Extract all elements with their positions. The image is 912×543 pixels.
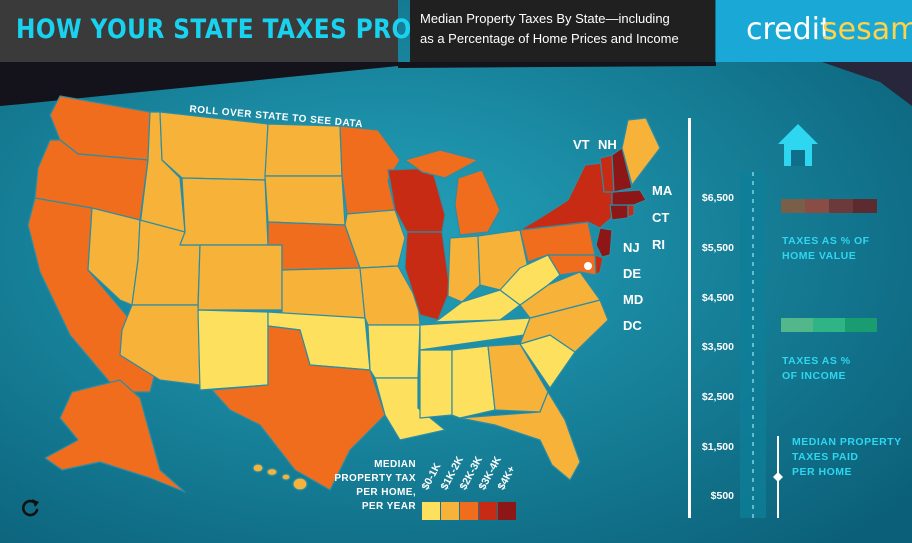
state-CO[interactable] — [197, 244, 283, 311]
state-KS[interactable] — [281, 267, 366, 319]
incbar-segment — [845, 318, 878, 332]
state-SD[interactable] — [264, 175, 346, 226]
home-value-label: TAXES AS % OF HOME VALUE — [782, 234, 870, 264]
incbar-segment — [813, 318, 846, 332]
tick-3500: $3,500 — [701, 341, 734, 353]
label-ma: MA — [652, 183, 673, 198]
median-label-line-1: MEDIAN PROPERTY — [792, 436, 902, 448]
state-NH[interactable] — [611, 147, 633, 193]
hvbar-segment — [781, 199, 806, 213]
state-NJ[interactable] — [595, 227, 613, 258]
legend-title: MEDIAN PROPERTY TAX PER HOME, PER YEAR — [334, 458, 416, 514]
tick-5500: $5,500 — [701, 242, 734, 254]
state-IN[interactable] — [447, 235, 481, 303]
legend-title-line-1: MEDIAN — [374, 459, 416, 470]
incbar-segment — [781, 318, 814, 332]
state-AZ[interactable] — [119, 304, 201, 386]
label-dc: DC — [623, 318, 642, 333]
state-MI[interactable] — [454, 169, 501, 236]
state-DE[interactable] — [594, 254, 604, 276]
state-MN[interactable] — [339, 125, 401, 215]
hvbar-segment — [805, 199, 830, 213]
label-ct: CT — [652, 210, 670, 225]
legend-title-line-2: PROPERTY TAX — [334, 473, 416, 484]
state-AR[interactable] — [367, 324, 421, 379]
legend-title-line-3: PER HOME, — [356, 487, 416, 498]
header-subtitle-panel — [410, 0, 715, 62]
state-TX[interactable] — [211, 325, 386, 491]
legend-title-line-4: PER YEAR — [361, 501, 416, 512]
state-ME[interactable] — [621, 117, 661, 186]
header-title-panel — [0, 0, 398, 62]
house-icon — [778, 124, 818, 166]
state-HI[interactable] — [252, 463, 308, 491]
label-md: MD — [623, 292, 644, 307]
state-AK[interactable] — [44, 379, 186, 493]
income-label: TAXES AS % OF INCOME — [782, 354, 851, 384]
state-NM[interactable] — [197, 309, 269, 391]
tick-6500: $6,500 — [701, 192, 734, 204]
home-value-bar — [781, 199, 878, 213]
home-value-label-line-1: TAXES AS % OF — [782, 235, 870, 247]
state-CT[interactable] — [609, 204, 629, 221]
brand-logo-sesame: sesame — [822, 12, 912, 47]
legend-swatch-1 — [422, 502, 440, 520]
state-LA[interactable] — [374, 377, 446, 441]
label-ri: RI — [652, 237, 665, 252]
legend-swatch-4 — [479, 502, 497, 520]
state-MD[interactable] — [547, 254, 597, 276]
legend-swatch-3 — [460, 502, 478, 520]
income-bar — [781, 318, 878, 332]
label-de: DE — [623, 266, 642, 281]
hvbar-segment — [853, 199, 878, 213]
median-label-line-3: PER HOME — [792, 466, 853, 478]
hvbar-segment — [829, 199, 854, 213]
median-label: MEDIAN PROPERTY TAXES PAID PER HOME — [792, 435, 902, 480]
legend-swatch-2 — [441, 502, 459, 520]
state-MA[interactable] — [611, 189, 647, 206]
state-MT[interactable] — [159, 111, 269, 181]
tick-1500: $1,500 — [701, 441, 734, 453]
brand-logo-credit: credit — [746, 12, 832, 47]
tick-4500: $4,500 — [701, 292, 734, 304]
state-AL[interactable] — [451, 345, 496, 419]
state-FL[interactable] — [459, 391, 581, 481]
dc-marker[interactable] — [584, 262, 592, 270]
panel-divider — [688, 118, 691, 518]
home-value-label-line-2: HOME VALUE — [782, 250, 857, 262]
brand-panel — [716, 0, 912, 62]
label-vt: VT — [573, 137, 590, 152]
state-MI-UP[interactable] — [404, 149, 479, 179]
state-WY[interactable] — [179, 177, 269, 246]
state-ND[interactable] — [264, 123, 343, 177]
state-RI[interactable] — [627, 204, 635, 218]
state-MS[interactable] — [419, 349, 453, 419]
median-bracket — [773, 436, 783, 518]
median-scale-ticks: $6,500 $5,500 $4,500 $3,500 $2,500 $1,50… — [690, 192, 734, 512]
label-nj: NJ — [623, 240, 640, 255]
median-scale-column — [740, 172, 766, 518]
legend-swatch-5 — [498, 502, 516, 520]
income-label-line-1: TAXES AS % — [782, 355, 851, 367]
median-label-line-2: TAXES PAID — [792, 451, 859, 463]
subtitle-line-1: Median Property Taxes By State—including — [420, 11, 670, 26]
tick-2500: $2,500 — [701, 391, 734, 403]
refresh-icon[interactable] — [18, 496, 42, 520]
tick-500: $500 — [710, 490, 734, 502]
income-label-line-2: OF INCOME — [782, 370, 846, 382]
label-nh: NH — [598, 137, 617, 152]
subtitle-line-2: as a Percentage of Home Prices and Incom… — [420, 31, 679, 46]
